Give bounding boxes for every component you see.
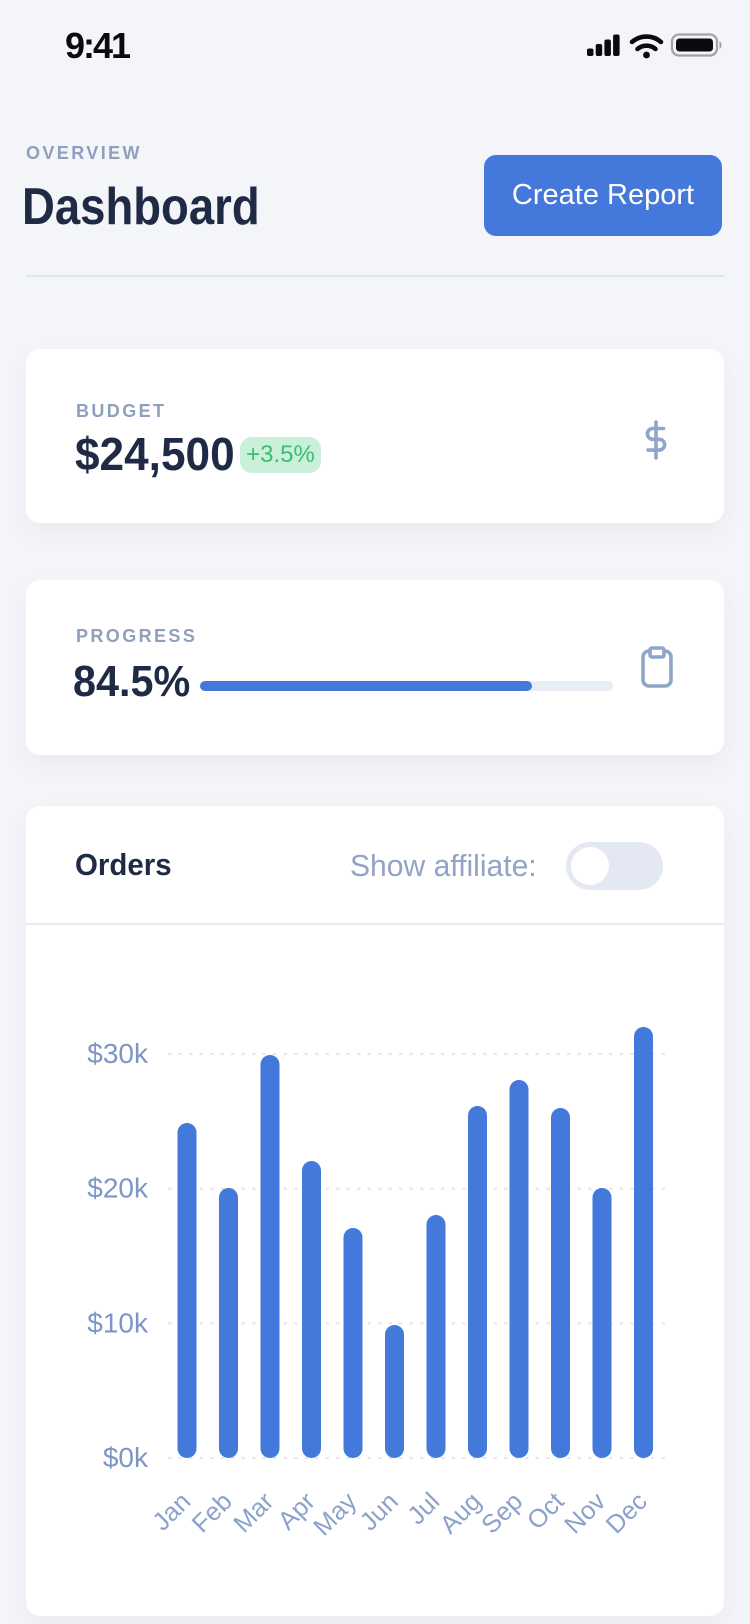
svg-text:Feb: Feb <box>187 1487 238 1538</box>
svg-text:May: May <box>308 1487 362 1541</box>
svg-text:Dec: Dec <box>601 1487 653 1539</box>
svg-text:Aug: Aug <box>435 1487 487 1539</box>
svg-text:Jan: Jan <box>147 1487 196 1536</box>
svg-text:$10k: $10k <box>87 1307 149 1338</box>
svg-text:Mar: Mar <box>228 1487 279 1538</box>
svg-text:$20k: $20k <box>87 1173 149 1204</box>
svg-text:$0k: $0k <box>103 1442 149 1473</box>
svg-text:Nov: Nov <box>559 1487 611 1539</box>
svg-text:Oct: Oct <box>522 1487 570 1535</box>
svg-text:$30k: $30k <box>87 1038 149 1069</box>
svg-text:Sep: Sep <box>476 1487 528 1539</box>
svg-text:Jun: Jun <box>355 1487 404 1536</box>
